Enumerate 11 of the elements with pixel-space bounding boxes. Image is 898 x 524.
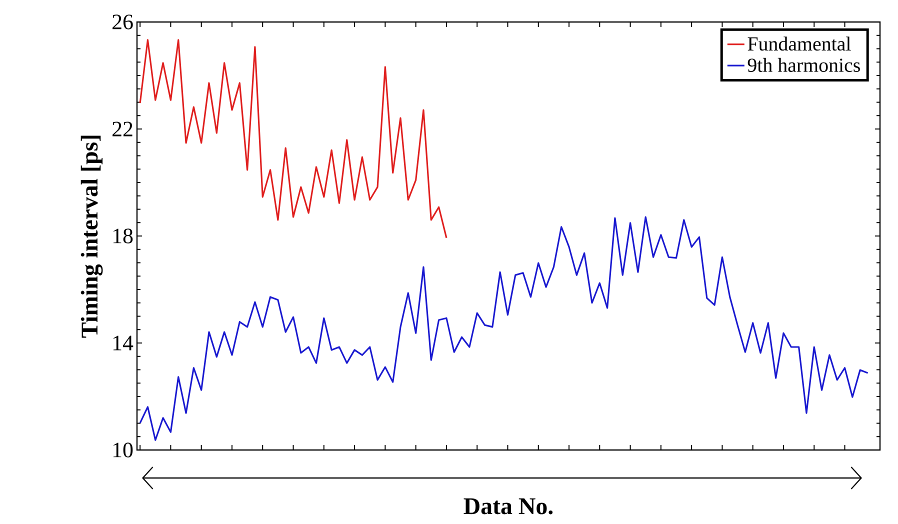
y-tick-label: 14	[113, 336, 134, 350]
y-tick-label: 26	[112, 14, 133, 30]
y-tick-label: 18	[113, 228, 133, 244]
x-axis-title: Data No.	[464, 498, 553, 514]
line-series	[139, 216, 869, 441]
legend-label: Fundamental	[748, 36, 851, 51]
y-axis-title: Timing interval [ps]	[80, 136, 103, 338]
y-tick-label: 10	[113, 442, 133, 458]
y-tick-label: 22	[112, 122, 132, 136]
legend-label: 9th harmonics	[748, 58, 860, 72]
line-series	[139, 39, 448, 239]
